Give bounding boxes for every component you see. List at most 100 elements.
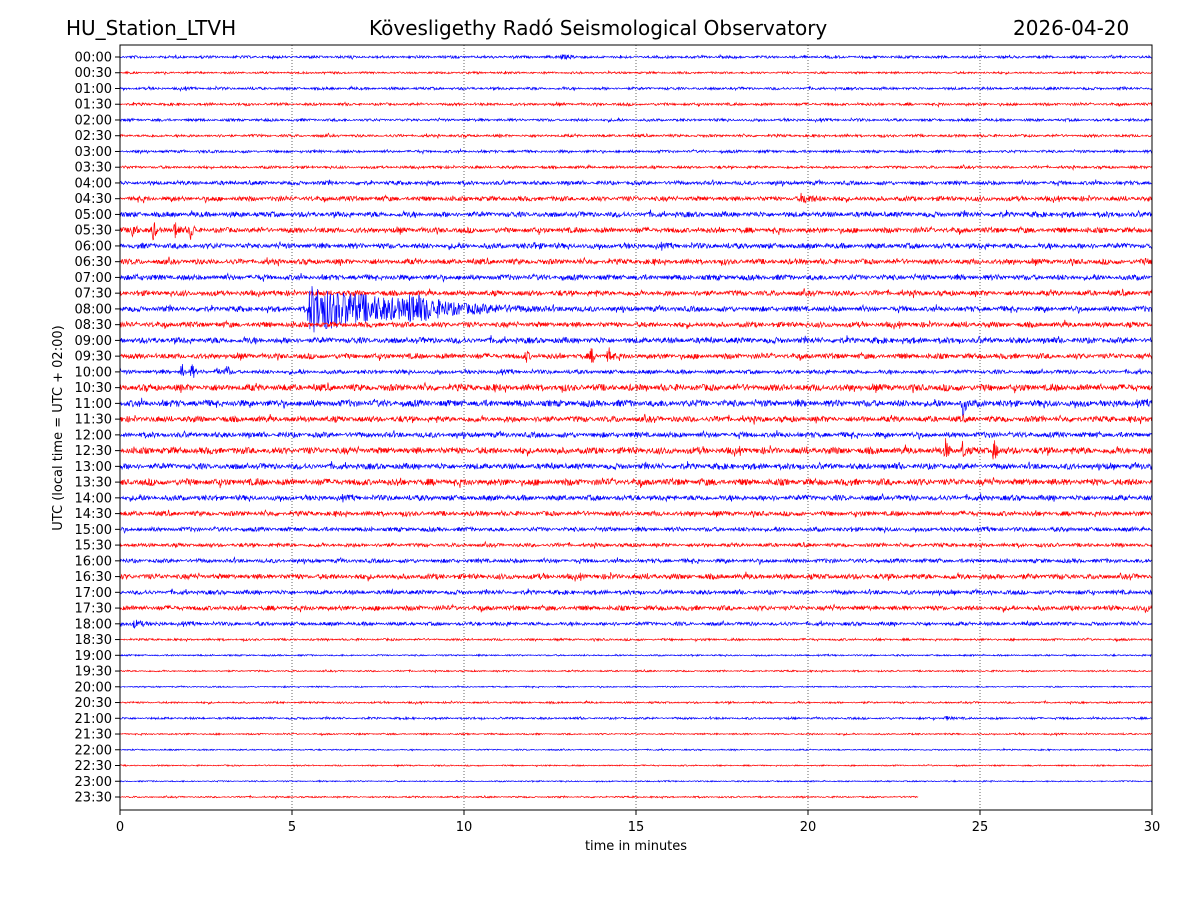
trace-0400 <box>119 178 1153 188</box>
y-tick-label: 19:00 <box>75 649 112 664</box>
y-tick-label: 18:00 <box>75 617 112 632</box>
y-tick-label: 23:30 <box>75 791 112 806</box>
y-tick-label: 15:00 <box>75 523 112 538</box>
trace-0730 <box>119 288 1153 299</box>
y-tick-label: 21:30 <box>75 728 112 743</box>
x-tick-label: 15 <box>628 820 645 835</box>
y-tick-label: 22:00 <box>75 743 112 758</box>
trace-1430 <box>119 509 1153 518</box>
y-tick-label: 06:00 <box>75 239 112 254</box>
y-tick-label: 23:00 <box>75 775 112 790</box>
trace-1800 <box>119 619 1153 629</box>
figure-date: 2026-04-20 <box>1013 16 1130 40</box>
y-tick-label: 04:30 <box>75 192 112 207</box>
trace-1530 <box>119 540 1153 549</box>
y-tick-label: 09:00 <box>75 334 112 349</box>
trace-0900 <box>119 335 1153 345</box>
trace-0830 <box>119 319 1153 330</box>
trace-2000 <box>119 684 1153 689</box>
y-tick-label: 07:30 <box>75 287 112 302</box>
y-tick-label: 14:00 <box>75 491 112 506</box>
x-tick-label: 5 <box>288 820 296 835</box>
y-tick-label: 03:00 <box>75 145 112 160</box>
trace-1300 <box>119 461 1153 471</box>
trace-1700 <box>119 588 1153 597</box>
y-tick-label: 19:30 <box>75 665 112 680</box>
trace-0530 <box>119 222 1153 241</box>
trace-0800 <box>120 286 1153 333</box>
trace-1730 <box>119 603 1153 614</box>
trace-1330 <box>119 477 1153 489</box>
figure-title: Kövesligethy Radó Seismological Observat… <box>369 16 828 40</box>
y-tick-label: 20:30 <box>75 696 112 711</box>
trace-2200 <box>119 747 1153 752</box>
trace-0330 <box>119 163 1153 171</box>
y-tick-label: 22:30 <box>75 759 112 774</box>
y-tick-label: 01:00 <box>75 82 112 97</box>
y-tick-label: 10:00 <box>75 365 112 380</box>
y-tick-label: 16:00 <box>75 554 112 569</box>
y-tick-label: 10:30 <box>75 381 112 396</box>
x-axis-label: time in minutes <box>585 839 687 854</box>
trace-1200 <box>119 429 1153 440</box>
y-tick-label: 18:30 <box>75 633 112 648</box>
y-tick-label: 05:00 <box>75 208 112 223</box>
x-tick-label: 30 <box>1144 820 1161 835</box>
y-tick-label: 02:00 <box>75 113 112 128</box>
trace-1230 <box>119 438 1153 460</box>
trace-1830 <box>119 637 1153 643</box>
x-tick-label: 25 <box>972 820 989 835</box>
trace-1030 <box>119 381 1153 394</box>
x-tick-label: 0 <box>116 820 124 835</box>
y-tick-label: 05:30 <box>75 224 112 239</box>
trace-2100 <box>119 715 1153 722</box>
trace-0930 <box>119 347 1153 363</box>
trace-0230 <box>119 132 1153 140</box>
y-tick-label: 07:00 <box>75 271 112 286</box>
trace-0100 <box>119 85 1153 93</box>
y-tick-label: 11:00 <box>75 397 112 412</box>
trace-0430 <box>119 192 1153 204</box>
y-tick-label: 12:00 <box>75 428 112 443</box>
y-tick-label: 15:30 <box>75 539 112 554</box>
y-tick-label: 12:30 <box>75 444 112 459</box>
y-tick-label: 16:30 <box>75 570 112 585</box>
y-tick-label: 03:30 <box>75 161 112 176</box>
trace-0200 <box>119 116 1153 124</box>
trace-0000 <box>119 53 1152 61</box>
trace-0030 <box>119 69 1153 76</box>
y-tick-label: 20:00 <box>75 680 112 695</box>
trace-0500 <box>119 209 1153 219</box>
trace-1600 <box>119 556 1153 566</box>
x-tick-label: 20 <box>800 820 817 835</box>
x-tick-label: 10 <box>456 820 473 835</box>
y-tick-label: 13:30 <box>75 476 112 491</box>
y-tick-label: 09:30 <box>75 350 112 365</box>
trace-2030 <box>119 699 1153 706</box>
y-tick-label: 00:00 <box>75 51 112 66</box>
y-tick-label: 08:30 <box>75 318 112 333</box>
y-axis-label: UTC (local time = UTC + 02:00) <box>51 325 66 530</box>
y-tick-label: 06:30 <box>75 255 112 270</box>
y-tick-label: 17:00 <box>75 586 112 601</box>
trace-1100 <box>119 397 1153 417</box>
trace-1400 <box>119 492 1153 503</box>
trace-1630 <box>119 571 1153 582</box>
trace-2130 <box>119 731 1153 737</box>
trace-0600 <box>119 240 1153 251</box>
station-name: HU_Station_LTVH <box>66 16 237 40</box>
trace-1130 <box>119 413 1153 425</box>
y-tick-label: 00:30 <box>75 66 112 81</box>
y-tick-label: 21:00 <box>75 712 112 727</box>
y-tick-label: 01:30 <box>75 98 112 113</box>
trace-0130 <box>119 101 1153 109</box>
trace-1930 <box>119 668 1153 674</box>
y-tick-label: 13:00 <box>75 460 112 475</box>
trace-0700 <box>119 272 1153 283</box>
trace-0630 <box>119 256 1153 267</box>
y-tick-label: 02:30 <box>75 129 112 144</box>
trace-1900 <box>119 653 1153 658</box>
trace-2230 <box>119 763 1153 768</box>
